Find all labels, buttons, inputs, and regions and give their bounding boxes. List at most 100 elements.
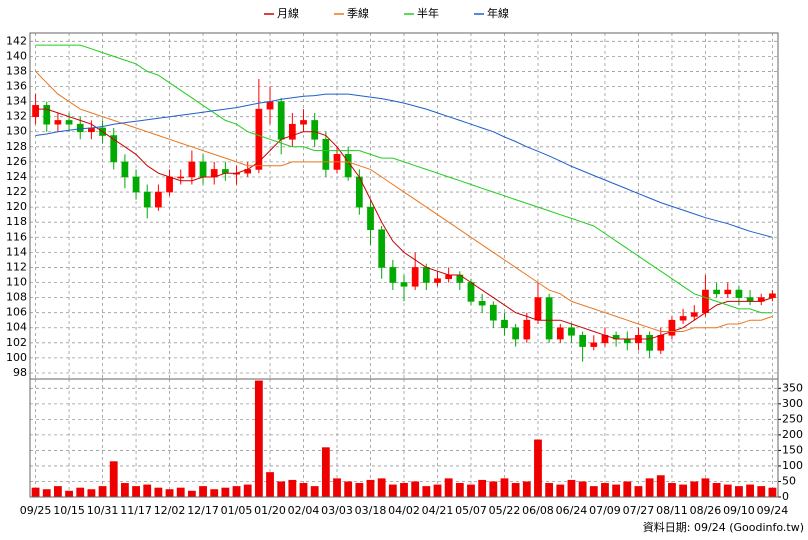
y-tick-label: 106 (6, 306, 27, 319)
volume-bar (76, 487, 85, 497)
legend-label: 年線 (487, 6, 509, 20)
volume-bar (388, 484, 397, 497)
x-tick-label: 12/17 (187, 504, 219, 517)
x-tick-label: 04/02 (388, 504, 420, 517)
candle-body (166, 176, 173, 193)
x-tick-label: 08/11 (656, 504, 688, 517)
volume-bar (478, 479, 487, 497)
x-tick-label: 02/04 (288, 504, 320, 517)
candle-body (534, 297, 542, 321)
x-tick-label: 11/17 (120, 504, 152, 517)
volume-bar (321, 447, 330, 497)
volume-bar (534, 439, 542, 497)
y-tick-label: 142 (6, 34, 27, 47)
volume-bar (109, 461, 118, 497)
y-tick-label: 138 (6, 64, 27, 77)
y-tick-label: 112 (6, 260, 27, 273)
x-tick-label: 07/09 (589, 504, 621, 517)
candle-body (76, 123, 84, 133)
moving-average-line (35, 71, 773, 332)
y-tick-label: 130 (6, 125, 27, 138)
volume-bar (377, 478, 386, 497)
y-tick-label: 200 (782, 428, 803, 441)
y-tick-label: 120 (6, 200, 27, 213)
volume-bar (589, 486, 598, 497)
x-tick-label: 12/02 (154, 504, 186, 517)
candle-body (724, 289, 732, 295)
candle-body (545, 297, 553, 340)
candle-body (512, 327, 520, 340)
y-tick-label: 150 (782, 443, 803, 456)
candle-body (143, 191, 151, 208)
y-tick-label: 98 (13, 366, 27, 379)
candle-body (623, 338, 631, 344)
volume-bar (143, 484, 152, 497)
candle-body (523, 319, 531, 340)
y-tick-label: 250 (782, 412, 803, 425)
candle-body (378, 229, 386, 268)
candle-body (746, 297, 754, 302)
volume-bar (165, 489, 174, 497)
candle-body (735, 289, 743, 298)
y-tick-label: 136 (6, 80, 27, 93)
candle-body (222, 169, 229, 174)
candle-body (322, 138, 330, 170)
x-tick-label: 10/31 (87, 504, 119, 517)
y-tick-label: 116 (6, 230, 27, 243)
volume-bar (433, 484, 442, 497)
volume-bar (132, 486, 140, 497)
x-tick-label: 01/05 (221, 504, 253, 517)
x-tick-label: 10/15 (53, 504, 85, 517)
volume-bar (467, 484, 475, 497)
volume-bar (500, 478, 509, 497)
candle-body (367, 206, 374, 231)
volume-bar (87, 489, 96, 497)
candle-body (389, 267, 397, 283)
volume-bar (221, 487, 230, 497)
y-tick-label: 104 (6, 321, 27, 334)
volume-bar (489, 481, 498, 497)
volume-bar (735, 486, 743, 497)
x-tick-label: 05/07 (455, 504, 487, 517)
volume-bar (176, 487, 185, 497)
candle-body (54, 120, 62, 125)
volume-bar (645, 478, 654, 497)
moving-average-line (35, 108, 773, 340)
volume-bar (65, 490, 73, 497)
candle-body (679, 316, 687, 321)
candle-body (288, 123, 296, 140)
candle-body (43, 105, 51, 125)
y-tick-label: 124 (6, 170, 27, 183)
volume-bar (411, 481, 420, 497)
volume-bar (400, 483, 408, 497)
x-tick-label: 09/25 (20, 504, 52, 517)
candle-body (713, 289, 720, 295)
y-tick-label: 114 (6, 245, 27, 258)
candle-body (132, 176, 140, 193)
candle-body (300, 120, 307, 125)
volume-bar (601, 483, 609, 497)
volume-bar (187, 490, 196, 497)
volume-bar (98, 486, 107, 497)
candle-body (266, 101, 274, 110)
volume-bar (746, 484, 754, 497)
volume-bar (355, 483, 364, 497)
candle-body (478, 301, 486, 306)
volume-bar (690, 481, 699, 497)
volume-bar (757, 486, 766, 497)
volume-bar (232, 486, 241, 497)
candle-body (411, 267, 419, 287)
panel-frame (29, 378, 779, 498)
candle-body (501, 319, 508, 329)
candle-body (467, 282, 475, 302)
volume-bar (522, 481, 531, 497)
volume-bar (299, 483, 308, 497)
candle-body (568, 327, 575, 336)
x-tick-label: 09/10 (723, 504, 755, 517)
y-tick-label: 134 (6, 95, 27, 108)
y-tick-label: 110 (6, 276, 27, 289)
volume-bar (333, 478, 341, 497)
volume-bar (768, 487, 777, 497)
